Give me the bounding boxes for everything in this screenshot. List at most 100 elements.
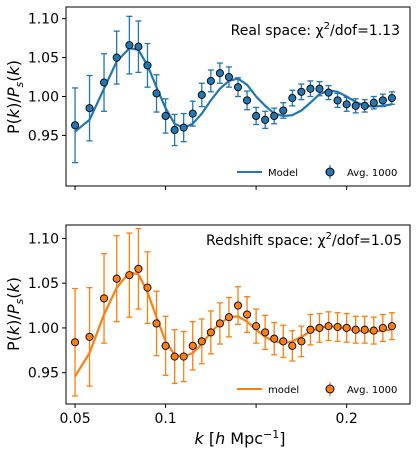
- data-point: [134, 42, 143, 51]
- data-point: [125, 271, 134, 280]
- x-tick-label: 0.2: [335, 411, 357, 427]
- legend: Model Avg. 1000: [237, 165, 397, 179]
- legend-point-swatch: [325, 167, 335, 177]
- data-point: [224, 72, 233, 82]
- data-point: [369, 98, 378, 107]
- data-point: [279, 337, 288, 346]
- data-point: [71, 338, 80, 347]
- data-point: [215, 319, 224, 328]
- data-point: [315, 84, 324, 93]
- data-point: [306, 84, 315, 93]
- model-line: [74, 271, 393, 377]
- data-points: [71, 15, 396, 164]
- data-point: [252, 111, 261, 121]
- plot-frame: [65, 224, 411, 405]
- data-point: [188, 109, 197, 118]
- data-point: [387, 322, 396, 331]
- data-point: [112, 53, 121, 62]
- data-point: [243, 96, 252, 105]
- data-point: [197, 337, 206, 346]
- data-point: [252, 322, 261, 331]
- data-point: [71, 121, 80, 130]
- data-point: [233, 83, 243, 92]
- real-space-panel: 0.95 1.00 1.05 1.10 Real space: χ2/dof=1.13…: [4, 6, 411, 190]
- data-point: [125, 41, 134, 50]
- data-point: [342, 323, 351, 332]
- x-axis-label: k [h Mpc−1]: [194, 428, 285, 448]
- legend-point-label: Avg. 1000: [347, 385, 397, 396]
- data-point: [224, 313, 233, 322]
- data-point: [306, 325, 315, 334]
- data-point: [170, 125, 179, 135]
- data-point: [270, 111, 279, 121]
- y-axis-label: P(k)/Ps(k): [4, 277, 26, 351]
- data-point: [360, 101, 369, 110]
- data-point: [270, 334, 279, 343]
- data-point: [288, 341, 297, 350]
- data-point: [297, 87, 306, 96]
- y-tick-label: 1.00: [28, 90, 59, 106]
- panel-annotation: Redshift space: χ2/dof=1.05: [206, 231, 402, 249]
- panel-annotation: Real space: χ2/dof=1.13: [231, 21, 400, 39]
- y-axis-label: P(k)/Ps(k): [4, 60, 26, 134]
- y-tick-label: 1.05: [28, 276, 59, 292]
- data-point: [351, 101, 360, 110]
- axis-ticks: 0.95 1.00 1.05 1.10: [28, 12, 348, 190]
- data-point: [233, 301, 243, 310]
- redshift-space-panel: 0.95 1.00 1.05 1.10 0.05 0.1 0.2 Redshift spac…: [4, 224, 411, 448]
- legend: model Avg. 1000: [237, 382, 397, 396]
- data-point: [197, 90, 206, 99]
- data-point: [179, 352, 188, 361]
- data-point: [85, 104, 94, 113]
- data-point: [324, 322, 333, 331]
- model-curve: [74, 271, 393, 377]
- data-point: [387, 94, 396, 103]
- data-point: [99, 78, 109, 87]
- x-tick-label: 0.05: [59, 411, 90, 427]
- data-point: [99, 294, 109, 303]
- y-tick-label: 1.10: [28, 12, 59, 28]
- data-point: [179, 123, 188, 132]
- data-point: [288, 94, 297, 103]
- data-point: [369, 326, 378, 335]
- data-point: [143, 283, 152, 292]
- data-point: [85, 332, 94, 341]
- data-point: [378, 323, 387, 332]
- data-point: [206, 328, 215, 337]
- data-point: [279, 106, 288, 115]
- data-point: [333, 322, 342, 332]
- data-point: [215, 69, 224, 78]
- data-point: [243, 310, 252, 319]
- data-point: [351, 325, 360, 334]
- data-point: [297, 337, 306, 346]
- y-tick-label: 0.95: [28, 366, 59, 382]
- y-tick-label: 1.00: [28, 321, 59, 337]
- y-tick-label: 1.05: [28, 51, 59, 67]
- data-point: [134, 264, 143, 273]
- legend-point-swatch: [325, 384, 335, 394]
- legend-line-label: Model: [268, 168, 298, 179]
- legend-line-label: model: [268, 385, 299, 396]
- data-point: [333, 96, 342, 105]
- x-tick-label: 0.1: [154, 411, 176, 427]
- legend-point-label: Avg. 1000: [347, 168, 397, 179]
- data-point: [152, 89, 161, 98]
- model-line: [74, 47, 393, 133]
- data-point: [170, 352, 179, 361]
- data-point: [206, 76, 215, 85]
- data-point: [143, 61, 152, 70]
- y-tick-label: 0.95: [28, 128, 59, 144]
- axis-ticks: 0.95 1.00 1.05 1.10 0.05 0.1 0.2: [28, 231, 358, 427]
- data-point: [161, 111, 170, 121]
- y-tick-label: 1.10: [28, 231, 59, 247]
- data-points: [71, 227, 396, 397]
- data-point: [342, 100, 351, 109]
- data-point: [315, 323, 324, 332]
- data-point: [261, 328, 270, 337]
- data-point: [261, 115, 270, 124]
- data-point: [378, 96, 387, 105]
- data-point: [161, 341, 170, 350]
- data-point: [188, 341, 197, 350]
- data-point: [324, 88, 333, 97]
